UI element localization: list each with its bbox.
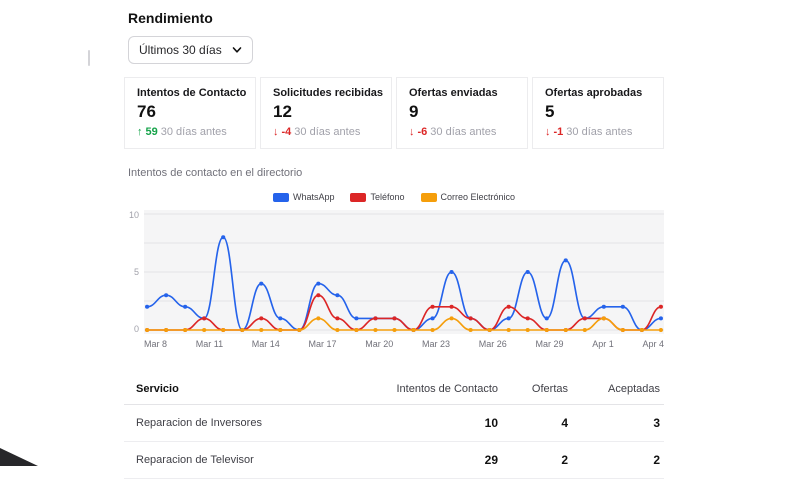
stat-delta-period: 30 días antes bbox=[430, 126, 497, 138]
legend-label: Correo Electrónico bbox=[440, 192, 516, 202]
x-tick-label: Mar 17 bbox=[308, 339, 337, 349]
x-axis: Mar 8 Mar 11 Mar 14 Mar 17 Mar 20 Mar 23 Mar 2… bbox=[144, 339, 664, 349]
cell-aceptadas: 2 bbox=[653, 453, 660, 467]
x-tick-label: Mar 20 bbox=[365, 339, 394, 349]
cell-aceptadas: 3 bbox=[653, 416, 660, 430]
contact-attempts-chart: 10 5 0 bbox=[124, 210, 664, 334]
y-axis: 10 5 0 bbox=[124, 210, 144, 334]
col-header-ofertas: Ofertas bbox=[531, 383, 568, 395]
stat-delta-value: -4 bbox=[281, 126, 292, 138]
page-title: Rendimiento bbox=[128, 10, 213, 26]
arrow-down-icon: ↓ bbox=[273, 126, 279, 138]
x-tick-label: Mar 23 bbox=[422, 339, 451, 349]
cell-servicio: Reparacion de Televisor bbox=[136, 454, 254, 466]
y-tick-label: 10 bbox=[128, 210, 139, 220]
x-tick-label: Mar 14 bbox=[251, 339, 280, 349]
chevron-down-icon bbox=[232, 47, 242, 53]
y-tick-label: 5 bbox=[133, 267, 139, 277]
arrow-down-icon: ↓ bbox=[409, 126, 415, 138]
scrollbar-thumb[interactable] bbox=[88, 50, 90, 66]
cell-ofertas: 2 bbox=[561, 453, 568, 467]
stat-delta-value: 59 bbox=[145, 126, 158, 138]
col-header-servicio: Servicio bbox=[136, 383, 179, 395]
arrow-up-icon: ↑ bbox=[137, 126, 143, 138]
stat-title: Ofertas enviadas bbox=[409, 87, 498, 99]
table-row[interactable]: Reparacion de Televisor 29 2 2 bbox=[124, 442, 664, 479]
performance-panel: Rendimiento Últimos 30 días Intentos de … bbox=[124, 10, 664, 479]
stat-value: 12 bbox=[273, 102, 292, 121]
corner-artifact bbox=[0, 448, 38, 466]
stat-delta-period: 30 días antes bbox=[160, 126, 227, 138]
stat-delta-value: -1 bbox=[553, 126, 564, 138]
legend-swatch bbox=[420, 192, 437, 202]
stat-delta-period: 30 días antes bbox=[294, 126, 361, 138]
x-tick-label: Apr 1 bbox=[592, 339, 614, 349]
stat-title: Intentos de Contacto bbox=[137, 87, 247, 99]
stat-delta-period: 30 días antes bbox=[566, 126, 633, 138]
chart-section-title: Intentos de contacto en el directorio bbox=[128, 167, 303, 179]
x-tick-label: Mar 26 bbox=[478, 339, 507, 349]
stat-value: 5 bbox=[545, 102, 555, 121]
services-table: Servicio Intentos de Contacto Ofertas Ac… bbox=[124, 375, 664, 479]
stat-value: 76 bbox=[137, 102, 156, 121]
legend-label: Teléfono bbox=[370, 192, 405, 202]
col-header-aceptadas: Aceptadas bbox=[608, 383, 660, 395]
legend-swatch bbox=[350, 192, 367, 202]
contact-chart-canvas bbox=[144, 213, 664, 332]
cell-intentos: 10 bbox=[484, 416, 498, 430]
x-tick-label: Apr 4 bbox=[642, 339, 664, 349]
cell-servicio: Reparacion de Inversores bbox=[136, 417, 262, 429]
period-dropdown[interactable]: Últimos 30 días bbox=[128, 36, 253, 64]
stat-card-ofertas-aprobadas: Ofertas aprobadas 5 ↓ -1 30 días antes bbox=[532, 77, 664, 149]
stat-card-intentos-contacto: Intentos de Contacto 76 ↑ 59 30 días ant… bbox=[124, 77, 256, 149]
legend-item-correo[interactable]: Correo Electrónico bbox=[420, 192, 516, 202]
chart-legend: WhatsApp Teléfono Correo Electrónico bbox=[124, 192, 664, 202]
plot-area bbox=[144, 210, 664, 334]
stats-row: Intentos de Contacto 76 ↑ 59 30 días ant… bbox=[124, 77, 664, 149]
cell-intentos: 29 bbox=[484, 453, 498, 467]
legend-item-telefono[interactable]: Teléfono bbox=[350, 192, 405, 202]
table-row[interactable]: Reparacion de Inversores 10 4 3 bbox=[124, 405, 664, 442]
stat-value: 9 bbox=[409, 102, 419, 121]
col-header-intentos: Intentos de Contacto bbox=[396, 383, 498, 395]
stat-card-solicitudes: Solicitudes recibidas 12 ↓ -4 30 días an… bbox=[260, 77, 392, 149]
legend-item-whatsapp[interactable]: WhatsApp bbox=[272, 192, 335, 202]
x-tick-label: Mar 8 bbox=[144, 339, 168, 349]
stat-card-ofertas-enviadas: Ofertas enviadas 9 ↓ -6 30 días antes bbox=[396, 77, 528, 149]
stat-delta-value: -6 bbox=[417, 126, 428, 138]
stat-title: Ofertas aprobadas bbox=[545, 87, 643, 99]
arrow-down-icon: ↓ bbox=[545, 126, 551, 138]
legend-swatch bbox=[272, 192, 289, 202]
table-header-row: Servicio Intentos de Contacto Ofertas Ac… bbox=[124, 375, 664, 405]
x-tick-label: Mar 11 bbox=[195, 339, 224, 349]
period-dropdown-label: Últimos 30 días bbox=[139, 43, 222, 57]
legend-label: WhatsApp bbox=[292, 192, 335, 202]
cell-ofertas: 4 bbox=[561, 416, 568, 430]
stat-title: Solicitudes recibidas bbox=[273, 87, 384, 99]
y-tick-label: 0 bbox=[133, 324, 139, 334]
x-tick-label: Mar 29 bbox=[535, 339, 564, 349]
